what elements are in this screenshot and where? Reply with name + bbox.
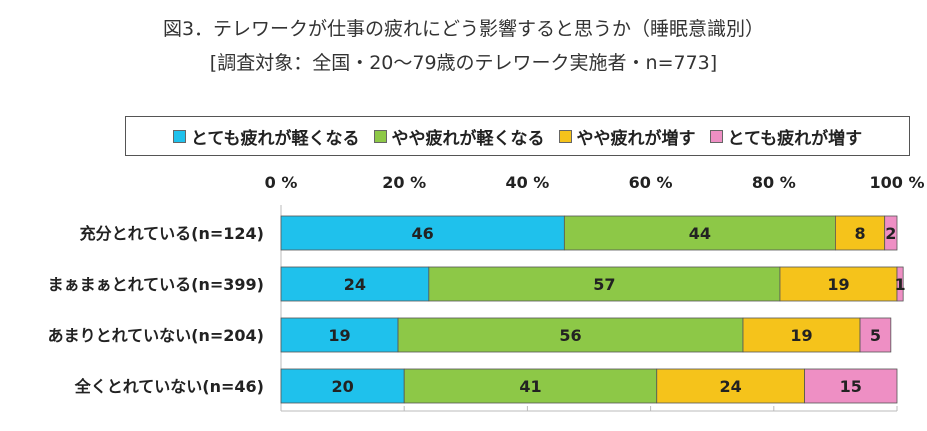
- bar-segment: [859, 317, 892, 353]
- data-label: 2: [885, 224, 896, 243]
- bar-segment: [804, 368, 898, 404]
- data-label: 56: [559, 326, 581, 345]
- legend-swatch: [558, 129, 572, 143]
- legend-label: やや疲れが軽くなる: [391, 128, 545, 149]
- x-tick-label: 80 %: [752, 173, 796, 192]
- data-label: 19: [790, 326, 812, 345]
- bar-segment: [403, 368, 658, 404]
- legend-item: やや疲れが軽くなる: [373, 124, 545, 149]
- data-label: 41: [519, 377, 541, 396]
- chart-subtitle: [調査対象：全国・20～79歳のテレワーク実施者・n=773]: [209, 52, 718, 74]
- legend-swatch: [709, 129, 723, 143]
- category-label: あまりとれていない(n=204): [48, 326, 264, 345]
- bar-segment: [397, 317, 744, 353]
- bar-segment: [656, 368, 806, 404]
- bar-segment: [779, 266, 898, 302]
- chart-title: 図3．テレワークが仕事の疲れにどう影響すると思うか（睡眠意識別）: [162, 18, 765, 40]
- bar-segment: [742, 317, 861, 353]
- legend-swatch: [172, 129, 186, 143]
- data-label: 24: [344, 275, 366, 294]
- bar-segment: [835, 215, 886, 251]
- category-label: まぁまぁとれている(n=399): [48, 275, 264, 294]
- bar-segment: [428, 266, 781, 302]
- bar-segment: [563, 215, 836, 251]
- data-label: 44: [689, 224, 711, 243]
- bar-segment: [280, 266, 430, 302]
- data-label: 24: [720, 377, 742, 396]
- data-label: 19: [328, 326, 350, 345]
- data-label: 46: [412, 224, 434, 243]
- legend-swatch: [373, 129, 387, 143]
- data-label: 5: [870, 326, 881, 345]
- data-label: 20: [331, 377, 353, 396]
- data-label: 1: [895, 275, 906, 294]
- legend-item: とても疲れが軽くなる: [172, 124, 360, 149]
- bar-segment: [280, 368, 405, 404]
- data-label: 15: [840, 377, 862, 396]
- bar-segment: [280, 215, 565, 251]
- legend-label: とても疲れが軽くなる: [190, 128, 360, 149]
- legend: とても疲れが軽くなる やや疲れが軽くなる やや疲れが増す とても疲れが増す: [125, 116, 910, 156]
- data-label: 19: [827, 275, 849, 294]
- x-tick-label: 0 %: [265, 173, 298, 192]
- data-label: 57: [593, 275, 615, 294]
- legend-item: やや疲れが増す: [558, 124, 696, 149]
- data-label: 8: [854, 224, 865, 243]
- x-tick-label: 40 %: [505, 173, 549, 192]
- bar-segment: [896, 266, 904, 302]
- legend-item: とても疲れが増す: [709, 124, 863, 149]
- legend-label: とても疲れが増す: [727, 128, 863, 149]
- category-label: 全くとれていない(n=46): [74, 377, 264, 396]
- legend-label: やや疲れが増す: [576, 128, 696, 149]
- x-tick-label: 60 %: [629, 173, 673, 192]
- bar-segment: [280, 317, 399, 353]
- x-tick-label: 20 %: [382, 173, 426, 192]
- category-label: 充分とれている(n=124): [80, 224, 264, 243]
- bar-segment: [884, 215, 898, 251]
- x-tick-label: 100 %: [870, 173, 925, 192]
